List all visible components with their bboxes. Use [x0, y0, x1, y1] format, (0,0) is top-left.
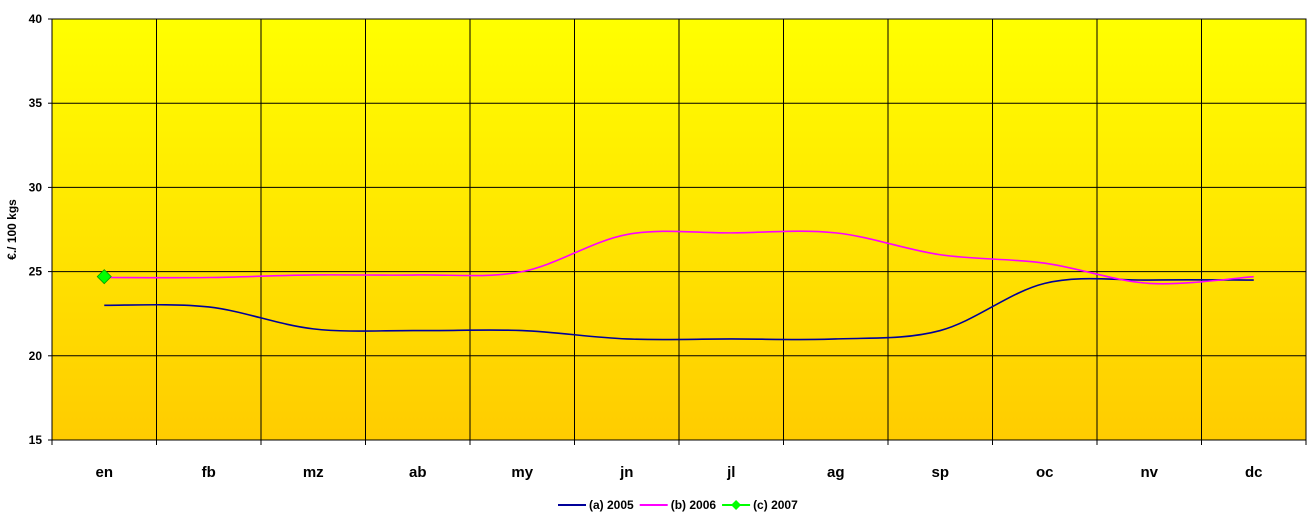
y-tick-label: 15 [29, 433, 43, 447]
x-tick-label: en [95, 464, 113, 481]
legend-marker [731, 500, 742, 510]
x-tick-label: my [511, 464, 533, 481]
x-tick-label: ag [827, 464, 845, 481]
y-tick-label: 25 [29, 265, 43, 279]
series-3-point [96, 269, 112, 285]
x-tick-label: jl [726, 464, 735, 481]
gridlines [52, 18, 1306, 441]
x-tick-label: jn [619, 464, 633, 481]
legend-label: (b) 2006 [671, 498, 717, 512]
y-tick-label: 35 [29, 96, 43, 110]
legend-item-3: (c) 2007 [722, 498, 798, 512]
x-axis-ticks: en fb mz ab my jn jl ag sp oc nv dc [51, 440, 1307, 481]
x-tick-label: mz [303, 464, 324, 481]
y-tick-label: 30 [29, 180, 43, 194]
x-tick-label: oc [1036, 464, 1054, 481]
legend-item-1: (a) 2005 [558, 498, 634, 512]
legend: (a) 2005 (b) 2006 (c) 2007 [558, 498, 798, 512]
x-tick-label: dc [1245, 464, 1263, 481]
y-axis-ticks: 15 20 25 30 35 40 [29, 12, 52, 447]
series-lines [96, 230, 1254, 341]
y-tick-label: 40 [29, 12, 43, 26]
legend-label: (a) 2005 [589, 498, 634, 512]
series-line-2 [104, 230, 1254, 285]
x-tick-label: ab [409, 464, 427, 481]
x-tick-label: sp [931, 464, 949, 481]
x-tick-label: fb [202, 464, 216, 481]
y-axis-title: €./ 100 kgs [5, 199, 19, 260]
series-line-1 [104, 277, 1254, 341]
x-tick-label: nv [1140, 464, 1158, 481]
legend-label: (c) 2007 [753, 498, 798, 512]
y-tick-label: 20 [29, 349, 43, 363]
legend-item-2: (b) 2006 [639, 498, 717, 512]
